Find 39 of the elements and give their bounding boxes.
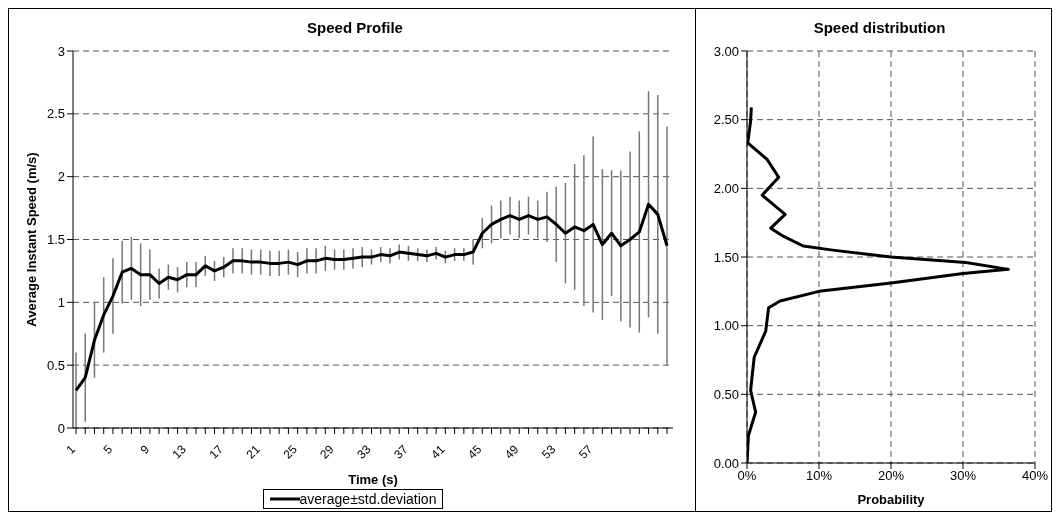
x-tick-label: 0% (737, 468, 757, 484)
y-tick-label: 2.50 (713, 112, 739, 128)
x-axis-title: Probability (857, 492, 926, 508)
y-tick-label: 0 (57, 420, 65, 436)
y-tick-label: 2.00 (713, 180, 739, 196)
y-tick-label: 2.5 (46, 106, 65, 122)
x-tick-label: 5 (100, 442, 116, 457)
y-tick-label: 3 (57, 43, 65, 59)
x-tick-label: 29 (317, 442, 337, 462)
x-tick-label: 13 (169, 442, 190, 462)
x-tick-label: 53 (538, 442, 559, 462)
y-tick-label: 2 (57, 169, 65, 185)
x-tick-label: 25 (280, 442, 300, 462)
x-axis-title: Time (s) (348, 472, 398, 488)
x-tick-label: 30% (949, 468, 977, 484)
x-tick-label: 37 (391, 442, 411, 462)
y-tick-label: 0.50 (713, 386, 739, 402)
x-tick-label: 45 (465, 442, 485, 462)
x-tick-label: 41 (428, 442, 448, 462)
x-tick-label: 9 (137, 442, 153, 457)
legend-label: average±std.deviation (299, 491, 437, 507)
x-tick-label: 40% (1021, 468, 1049, 484)
y-tick-label: 0.00 (713, 455, 739, 471)
y-tick-label: 1 (57, 294, 65, 310)
y-axis-title: Average Instant Speed (m/s) (23, 152, 39, 327)
x-tick-label: 57 (575, 442, 596, 462)
x-tick-label: 21 (243, 442, 264, 462)
chart-title: Speed Profile (306, 18, 404, 38)
x-tick-label: 10% (805, 468, 833, 484)
chart-title: Speed distribution (812, 18, 947, 38)
y-tick-label: 3.00 (713, 43, 739, 59)
y-tick-label: 1.5 (46, 232, 65, 248)
y-tick-label: 0.5 (46, 357, 65, 373)
x-tick-label: 33 (354, 442, 374, 462)
x-tick-label: 49 (502, 442, 522, 462)
y-tick-label: 1.00 (713, 318, 739, 334)
x-tick-label: 17 (206, 442, 227, 462)
x-tick-label: 20% (877, 468, 905, 484)
y-tick-label: 1.50 (713, 249, 739, 265)
